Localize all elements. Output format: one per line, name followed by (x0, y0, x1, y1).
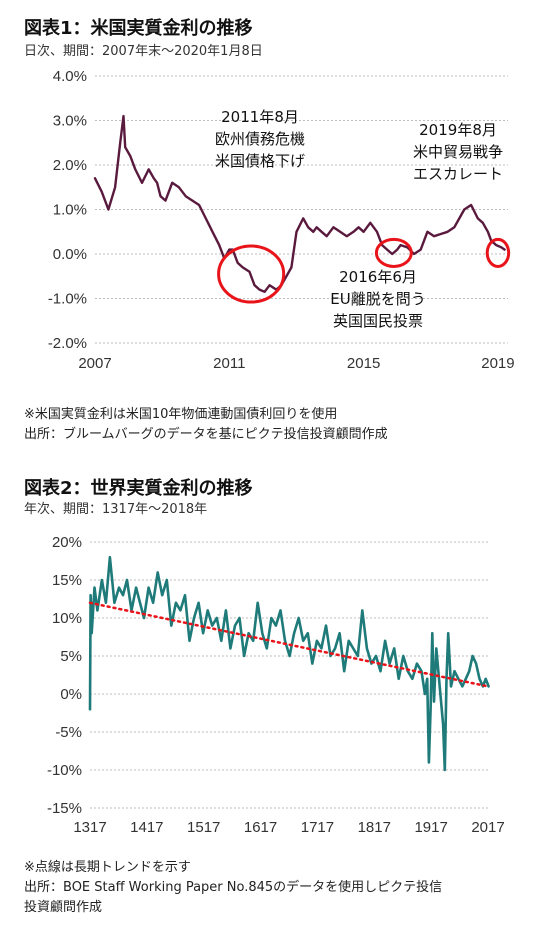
x-tick-label: 2015 (347, 355, 380, 372)
chart2-plot: 20% 15% 10% 5% 0% -5% -10% -15% 1317 1417 1517 1617… (47, 534, 505, 836)
fig2-note-1: ※点線は長期トレンドを示す (24, 860, 191, 875)
x-tick-label: 1317 (73, 819, 106, 836)
fig1-subtitle: 日次、期間：2007年末～2020年1月8日 (24, 44, 263, 59)
highlight-ellipse (374, 237, 413, 268)
x-tick-label: 1917 (414, 819, 447, 836)
y-tick-label: 3.0% (53, 113, 87, 130)
annotation-text: 英国国民投票 (333, 312, 423, 330)
fig1-source: 出所：ブルームバーグのデータを基にピクテ投信投資顧問作成 (24, 427, 388, 442)
y-tick-label: -15% (47, 800, 82, 817)
annotation-text: 米中貿易戦争 (413, 143, 503, 161)
y-tick-label: 0% (60, 686, 82, 703)
annotation-text: 欧州債務危機 (215, 130, 305, 148)
y-tick-label: -1.0% (48, 291, 87, 308)
x-tick-label: 2011 (213, 355, 245, 372)
y-tick-label: -5% (55, 724, 82, 741)
y-tick-label: 10% (52, 610, 82, 627)
x-tick-label: 1517 (187, 819, 220, 836)
trend-line (88, 601, 490, 688)
annotation-text: 2016年6月 (339, 268, 417, 286)
x-tick-label: 2019 (481, 355, 514, 372)
fig2-source-1: 出所：BOE Staff Working Paper No.845のデータを使用… (24, 880, 443, 895)
fig1-note-1: ※米国実質金利は米国10年物価連動国債利回りを使用 (24, 407, 338, 422)
y-tick-label: 5% (60, 648, 82, 665)
series-line (88, 555, 490, 772)
highlight-ellipse (485, 237, 511, 268)
y-tick-label: 2.0% (53, 157, 87, 174)
fig1-title: 図表1：米国実質金利の推移 (24, 18, 253, 39)
fig2-title: 図表2：世界実質金利の推移 (24, 478, 253, 499)
x-tick-label: 2017 (471, 819, 504, 836)
annotation-text: EU離脱を問う (330, 290, 425, 308)
x-tick-label: 1817 (358, 819, 391, 836)
series-line (93, 114, 506, 294)
x-tick-label: 1617 (244, 819, 277, 836)
fig2-source-2: 投資顧問作成 (24, 900, 103, 915)
y-tick-label: 20% (52, 534, 82, 551)
annotation-text: 2019年8月 (419, 121, 497, 139)
y-tick-label: 15% (52, 572, 82, 589)
fig2-subtitle: 年次、期間：1317年～2018年 (24, 502, 208, 517)
annotation-text: 米国債格下げ (215, 152, 305, 170)
y-tick-label: -2.0% (48, 335, 87, 352)
highlight-ellipse (217, 244, 286, 304)
y-tick-label: 4.0% (53, 68, 87, 85)
y-tick-label: 0.0% (53, 246, 87, 263)
y-tick-label: 1.0% (53, 202, 87, 219)
chart1-plot: 4.0% 3.0% 2.0% 1.0% 0.0% -1.0% -2.0% 2007 2011 20… (48, 68, 515, 372)
annotation-text: 2011年8月 (221, 108, 299, 126)
x-tick-label: 1717 (301, 819, 334, 836)
x-tick-label: 2007 (78, 355, 111, 372)
x-tick-label: 1417 (130, 819, 163, 836)
y-tick-label: -10% (47, 762, 82, 779)
annotation-text: エスカレート (413, 165, 503, 183)
